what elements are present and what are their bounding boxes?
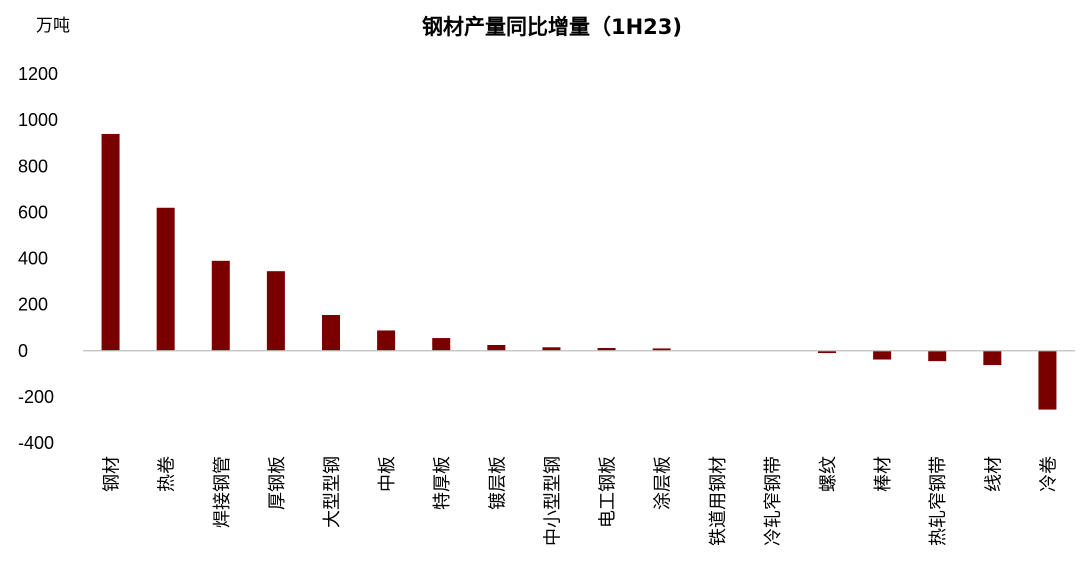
x-tick-label: 中板 [377, 456, 398, 492]
bar [156, 207, 175, 351]
x-tick-label: 镀层板 [487, 456, 508, 510]
y-tick-label: 1000 [18, 110, 58, 130]
x-tick-label: 棒材 [873, 456, 894, 492]
x-tick-label: 钢材 [102, 456, 123, 492]
x-tick-label: 冷轧窄钢带 [763, 456, 784, 546]
x-tick-label: 热轧窄钢带 [928, 456, 949, 546]
bar [101, 133, 120, 351]
y-axis: 1200 1000 800 600 400 200 0 -200 -400 [18, 64, 58, 453]
x-tick-label: 特厚板 [432, 456, 453, 510]
bar [377, 330, 396, 351]
y-tick-label: 800 [18, 156, 48, 176]
chart-title: 钢材产量同比增量（1H23) [422, 15, 682, 39]
y-tick-label: -200 [18, 387, 54, 407]
x-tick-label: 涂层板 [653, 456, 674, 510]
bar [322, 315, 340, 351]
bar [597, 347, 616, 351]
x-tick-label: 大型型钢 [322, 456, 343, 528]
x-axis: 钢材 热卷 焊接钢管 厚钢板 大型型钢 中板 特厚板 镀层板 中小型型钢 电工钢板 涂层板 铁道用钢材… [102, 456, 1060, 546]
y-tick-label: 200 [18, 295, 48, 315]
bar [266, 271, 285, 351]
x-tick-label: 电工钢板 [598, 456, 619, 528]
bars [101, 133, 1057, 410]
y-tick-label: 1200 [18, 64, 58, 84]
x-tick-label: 热卷 [157, 456, 178, 492]
unit-label: 万吨 [36, 16, 70, 36]
bar [432, 338, 451, 351]
x-tick-label: 中小型型钢 [542, 456, 563, 546]
x-tick-label: 螺纹 [818, 456, 839, 492]
x-tick-label: 厚钢板 [267, 456, 288, 510]
bar [928, 350, 947, 362]
x-tick-label: 线材 [983, 456, 1004, 492]
bar [211, 260, 230, 351]
y-tick-label: 600 [18, 202, 48, 222]
y-tick-label: 0 [18, 341, 28, 361]
x-tick-label: 铁道用钢材 [708, 456, 729, 546]
x-tick-label: 冷卷 [1038, 456, 1059, 492]
bar [1038, 350, 1057, 410]
y-tick-label: 400 [18, 249, 48, 269]
bar [873, 350, 892, 360]
y-tick-label: -400 [18, 433, 54, 453]
bar [652, 348, 671, 351]
bar [542, 347, 561, 351]
bar [487, 344, 506, 351]
bar [818, 350, 836, 354]
x-tick-label: 焊接钢管 [212, 456, 233, 528]
bar [983, 350, 1002, 366]
